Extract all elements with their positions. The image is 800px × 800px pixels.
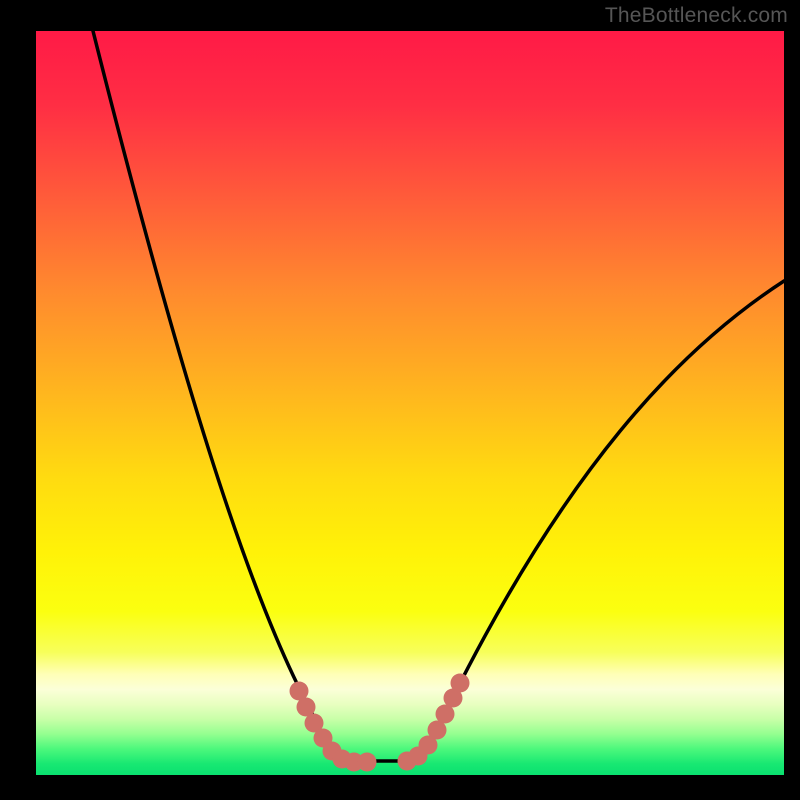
plot-area — [36, 31, 784, 775]
marker-dot — [358, 753, 377, 772]
watermark-text: TheBottleneck.com — [605, 4, 788, 28]
gradient-background — [36, 31, 784, 775]
marker-dot — [451, 674, 470, 693]
chart-svg — [36, 31, 784, 775]
